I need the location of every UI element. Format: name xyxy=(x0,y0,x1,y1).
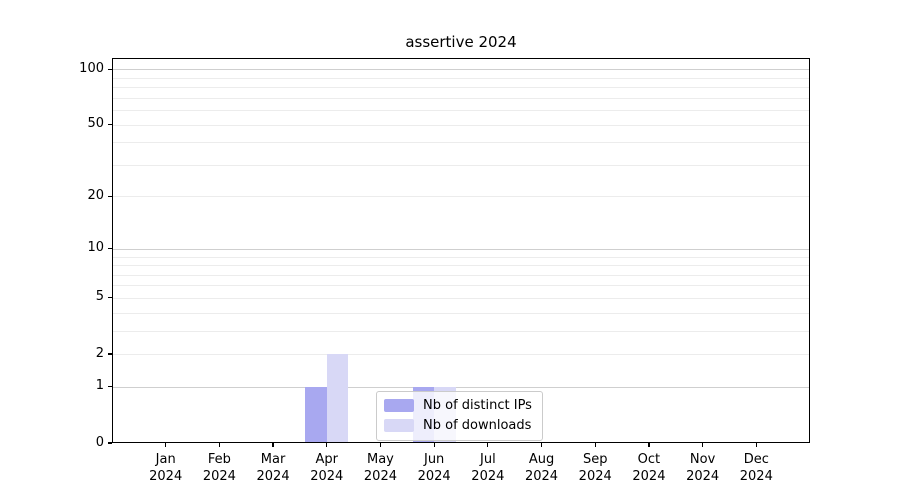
gridline-minor xyxy=(112,87,810,89)
x-tick-label: Dec 2024 xyxy=(724,451,788,485)
legend-item: Nb of downloads xyxy=(384,418,533,433)
grid-layer xyxy=(112,58,810,443)
x-tick-year: 2024 xyxy=(686,469,720,484)
x-tick-label: Sep 2024 xyxy=(563,451,627,485)
x-tick-month: Sep xyxy=(582,452,608,467)
x-tick-month: Oct xyxy=(637,452,661,467)
x-tick-year: 2024 xyxy=(578,469,612,484)
x-tick-year: 2024 xyxy=(471,469,505,484)
legend-swatch xyxy=(384,399,414,412)
x-tick-year: 2024 xyxy=(524,469,559,484)
x-tick-year: 2024 xyxy=(202,469,236,484)
gridline-major xyxy=(112,248,810,250)
legend-label: Nb of distinct IPs xyxy=(423,398,532,413)
x-tick-label: Apr 2024 xyxy=(295,451,359,485)
x-tick-year: 2024 xyxy=(310,469,344,484)
x-tick-mark xyxy=(755,443,757,447)
x-tick-mark xyxy=(540,443,543,447)
x-tick-year: 2024 xyxy=(632,469,666,484)
y-tick-label: 1 xyxy=(95,378,104,394)
y-tick-label: 50 xyxy=(87,116,104,132)
gridline-major xyxy=(112,69,810,71)
gridline-minor xyxy=(112,110,810,112)
x-tick-year: 2024 xyxy=(739,469,773,484)
x-tick-mark xyxy=(272,443,274,447)
x-tick-mark xyxy=(487,443,489,447)
gridline-minor xyxy=(112,265,810,267)
y-tick-label: 5 xyxy=(95,289,104,305)
legend-item: Nb of distinct IPs xyxy=(384,398,533,413)
x-tick-label: Oct 2024 xyxy=(617,451,681,485)
x-tick-mark xyxy=(702,443,704,447)
bar-apr-distinct-ips xyxy=(305,386,327,443)
y-tick-label: 2 xyxy=(95,345,104,361)
x-tick-label: Aug 2024 xyxy=(510,451,574,485)
y-tick-label: 10 xyxy=(87,240,104,256)
plot-area: Nb of distinct IPs Nb of downloads xyxy=(112,58,810,443)
gridline-minor xyxy=(112,312,810,314)
x-tick-mark xyxy=(326,443,328,447)
x-tick-month: May xyxy=(367,452,394,467)
x-tick-year: 2024 xyxy=(256,469,290,484)
gridline-major xyxy=(112,386,810,388)
x-tick-label: Feb 2024 xyxy=(187,451,251,485)
bar-apr-downloads xyxy=(326,354,349,443)
x-tick-month: Jun xyxy=(423,452,445,467)
gridline-minor xyxy=(112,124,810,126)
gridline-minor xyxy=(112,196,810,198)
gridline-minor xyxy=(112,142,810,144)
gridline-minor xyxy=(112,164,810,166)
x-tick-month: Jul xyxy=(480,452,496,467)
x-tick-year: 2024 xyxy=(417,469,451,484)
x-tick-mark xyxy=(165,443,167,447)
x-tick-month: Feb xyxy=(207,452,231,467)
x-tick-label: Jan 2024 xyxy=(134,451,198,485)
x-tick-label: Nov 2024 xyxy=(671,451,735,485)
x-tick-month: Dec xyxy=(743,452,769,467)
gridline-minor xyxy=(112,256,810,258)
legend-label: Nb of downloads xyxy=(423,418,532,433)
x-tick-year: 2024 xyxy=(149,469,183,484)
x-tick-label: Mar 2024 xyxy=(241,451,305,485)
x-tick-label: Jun 2024 xyxy=(402,451,466,485)
gridline-minor xyxy=(112,97,810,99)
gridline-minor xyxy=(112,77,810,79)
legend-swatch xyxy=(384,419,414,432)
x-tick-label: Jul 2024 xyxy=(456,451,520,485)
x-tick-month: Apr xyxy=(315,452,339,467)
chart-title: assertive 2024 xyxy=(405,33,517,51)
gridline-minor xyxy=(112,354,810,356)
gridline-minor xyxy=(112,330,810,332)
x-tick-mark xyxy=(218,443,220,447)
y-tick-label: 0 xyxy=(95,434,104,450)
x-tick-month: Aug xyxy=(528,452,555,467)
x-tick-month: Nov xyxy=(689,452,716,467)
x-tick-label: May 2024 xyxy=(348,451,412,485)
legend: Nb of distinct IPs Nb of downloads xyxy=(376,391,543,441)
gridline-minor xyxy=(112,274,810,276)
gridline-minor xyxy=(112,285,810,287)
bars-layer xyxy=(112,58,810,443)
x-tick-year: 2024 xyxy=(363,469,397,484)
x-tick-month: Mar xyxy=(260,452,286,467)
x-tick-mark xyxy=(379,443,382,447)
y-tick-label: 20 xyxy=(87,187,104,203)
x-tick-mark xyxy=(594,443,596,447)
y-tick-label: 100 xyxy=(79,60,104,76)
gridline-minor xyxy=(112,297,810,299)
x-tick-mark xyxy=(648,443,650,447)
x-tick-mark xyxy=(433,443,435,447)
x-tick-month: Jan xyxy=(155,452,176,467)
